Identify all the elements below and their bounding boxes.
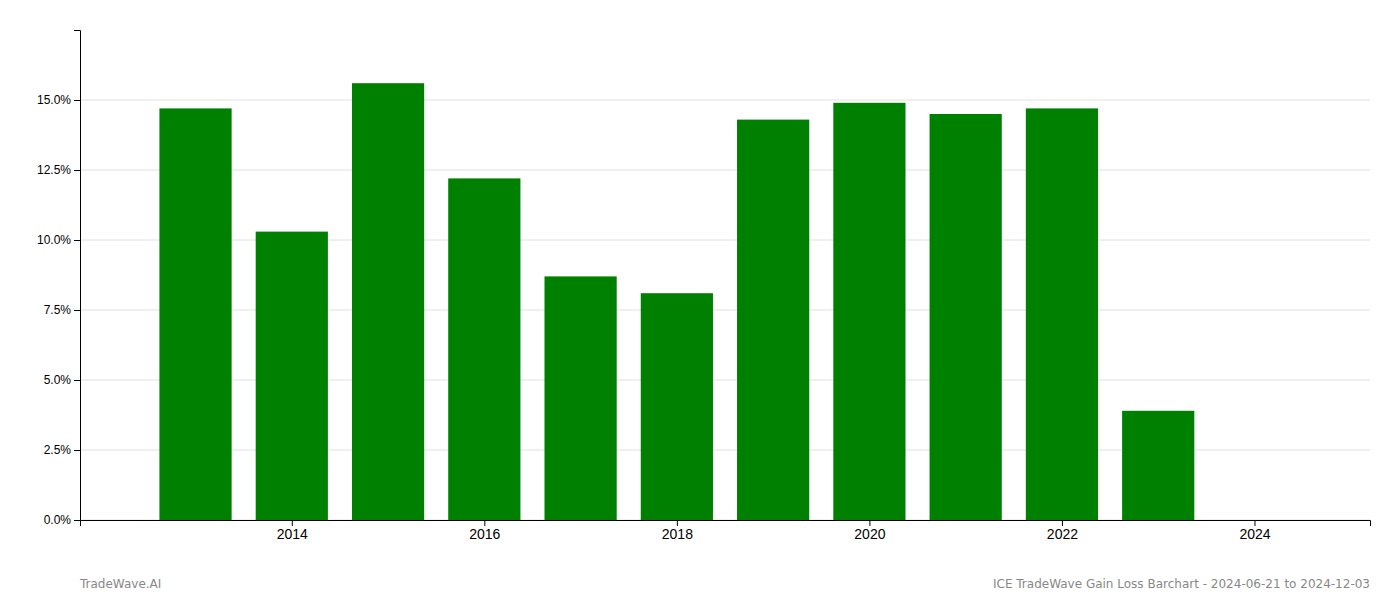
x-tick-label: 2020 [854, 526, 885, 542]
x-tick: 2022 [1047, 520, 1078, 542]
y-tick: 5.0% [44, 373, 80, 387]
x-tick: 2014 [277, 520, 308, 542]
bars [159, 83, 1194, 520]
x-tick-label: 2024 [1239, 526, 1270, 542]
bar [448, 178, 520, 520]
bar [1122, 411, 1194, 520]
y-tick-mark [74, 380, 80, 381]
bar [256, 232, 328, 520]
x-tick-label: 2014 [277, 526, 308, 542]
x-axis-line [81, 521, 1371, 527]
footer-text: TradeWave.AI [79, 577, 161, 591]
x-tick: 2024 [1239, 520, 1270, 542]
y-tick-mark [74, 450, 80, 451]
grid-line [80, 170, 1370, 171]
x-tick: 2018 [662, 520, 693, 542]
y-tick-mark [74, 170, 80, 171]
x-tick-label: 2016 [469, 526, 500, 542]
y-tick-label: 5.0% [44, 373, 72, 387]
y-tick-mark [74, 310, 80, 311]
footer-text: ICE TradeWave Gain Loss Barchart - 2024-… [993, 577, 1370, 591]
x-tick: 2016 [469, 520, 500, 542]
y-axis: 0.0% 2.5% 5.0% 7.5% 10.0% 12.5% 15.0% [37, 31, 81, 528]
y-tick-mark [74, 520, 80, 521]
bar [833, 103, 905, 520]
x-tick-label: 2018 [662, 526, 693, 542]
grid [80, 100, 1370, 520]
x-axis: 2014 2016 2018 2020 2022 2024 [81, 520, 1371, 542]
y-tick-label: 2.5% [44, 443, 72, 457]
y-tick: 2.5% [44, 443, 80, 457]
y-tick-mark [74, 100, 80, 101]
y-tick-label: 15.0% [37, 93, 71, 107]
bar [930, 114, 1002, 520]
bar [352, 83, 424, 520]
y-tick-label: 7.5% [44, 303, 72, 317]
grid-line [80, 100, 1370, 101]
y-tick-label: 12.5% [37, 163, 71, 177]
bar [1026, 108, 1098, 520]
plot-area: 2014 2016 2018 2020 2022 2024 0.0% 2.5% 5.0% 7.5%… [37, 31, 1371, 542]
y-tick: 10.0% [37, 233, 80, 247]
y-axis-line [74, 31, 81, 521]
x-tick-label: 2022 [1047, 526, 1078, 542]
chart: 2014 2016 2018 2020 2022 2024 0.0% 2.5% 5.0% 7.5%… [0, 0, 1400, 600]
bar [737, 120, 809, 520]
y-tick: 12.5% [37, 163, 80, 177]
y-tick: 15.0% [37, 93, 80, 107]
bar [544, 276, 616, 520]
y-tick-label: 10.0% [37, 233, 71, 247]
y-tick: 7.5% [44, 303, 80, 317]
y-tick: 0.0% [44, 513, 80, 527]
bar [641, 293, 713, 520]
y-tick-mark [74, 240, 80, 241]
y-tick-label: 0.0% [44, 513, 72, 527]
x-tick: 2020 [854, 520, 885, 542]
bar [159, 108, 231, 520]
